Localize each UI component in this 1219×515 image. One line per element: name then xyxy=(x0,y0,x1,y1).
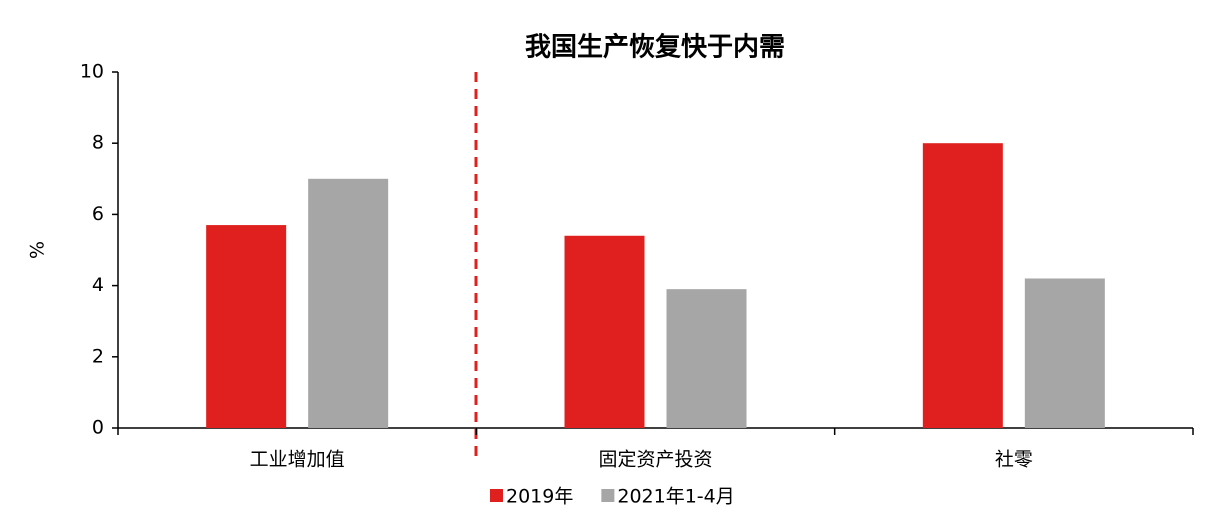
y-tick-label: 8 xyxy=(92,132,104,154)
y-tick-label: 4 xyxy=(92,274,104,296)
x-tick-label: 工业增加值 xyxy=(250,449,345,471)
y-tick-label: 6 xyxy=(92,203,104,225)
legend-swatch xyxy=(490,489,503,502)
y-axis-label: % xyxy=(27,241,49,259)
legend-label: 2021年1-4月 xyxy=(617,486,734,508)
bar xyxy=(666,289,747,428)
y-tick-label: 2 xyxy=(92,345,104,367)
bar xyxy=(564,235,645,428)
chart-title: 我国生产恢复快于内需 xyxy=(525,33,785,63)
bar xyxy=(308,178,389,428)
bar xyxy=(1024,278,1105,428)
x-tick-label: 固定资产投资 xyxy=(598,449,712,471)
bar xyxy=(206,225,287,428)
x-tick-label: 社零 xyxy=(995,449,1033,471)
legend-swatch xyxy=(601,489,615,502)
bar xyxy=(922,143,1003,428)
y-tick-label: 10 xyxy=(80,61,104,83)
y-tick-label: 0 xyxy=(92,417,104,439)
legend-label: 2019年 xyxy=(506,486,573,508)
